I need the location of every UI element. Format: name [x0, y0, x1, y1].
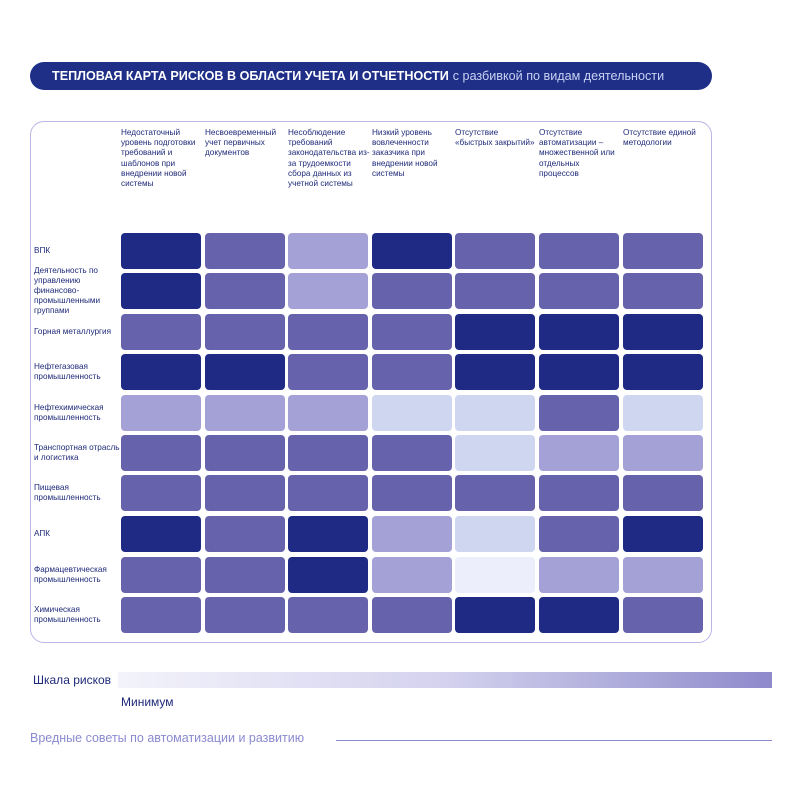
- heatmap-cell: [121, 395, 201, 431]
- heatmap-cell: [623, 435, 703, 471]
- heatmap-cell: [121, 597, 201, 633]
- heatmap-cell: [539, 314, 619, 350]
- chart-title: ТЕПЛОВАЯ КАРТА РИСКОВ В ОБЛАСТИ УЧЕТА И …: [52, 69, 449, 83]
- heatmap-cell: [121, 435, 201, 471]
- heatmap-cell: [372, 233, 452, 269]
- heatmap-cell: [121, 233, 201, 269]
- heatmap-cell: [205, 233, 285, 269]
- heatmap-cell: [539, 435, 619, 471]
- row-label: Транспортная отрасль и логистика: [34, 442, 120, 462]
- heatmap-cell: [288, 233, 368, 269]
- heatmap-cell: [623, 597, 703, 633]
- risk-scale-bar: [118, 672, 772, 688]
- heatmap-cell: [623, 395, 703, 431]
- heatmap-cell: [455, 557, 535, 593]
- heatmap-cell: [623, 516, 703, 552]
- heatmap-cell: [288, 395, 368, 431]
- row-label: Деятельность по управлению финансово-про…: [34, 266, 101, 316]
- row-label: Химическая промышленность: [34, 604, 101, 624]
- heatmap-cell: [288, 557, 368, 593]
- heatmap-cell: [623, 557, 703, 593]
- heatmap-cell: [539, 273, 619, 309]
- row-label: Фармацевтическая промышленность: [34, 564, 107, 584]
- heatmap-cell: [205, 354, 285, 390]
- chart-subtitle: с разбивкой по видам деятельности: [452, 69, 665, 83]
- heatmap-cell: [288, 516, 368, 552]
- column-header: Отсутствие автоматизации – множественной…: [539, 128, 615, 178]
- heatmap-cell: [372, 395, 452, 431]
- heatmap-cell: [455, 354, 535, 390]
- heatmap-cell: [288, 314, 368, 350]
- heatmap-cell: [623, 233, 703, 269]
- row-label: ВПК: [34, 245, 51, 255]
- column-header: Несоблюдение требований законодательства…: [288, 128, 370, 189]
- heatmap-cell: [121, 475, 201, 511]
- heatmap-cell: [121, 516, 201, 552]
- heatmap-cell: [623, 354, 703, 390]
- footer-divider: [336, 740, 772, 741]
- heatmap-cell: [372, 597, 452, 633]
- heatmap-cell: [372, 435, 452, 471]
- scale-min-label: Минимум: [121, 695, 174, 709]
- heatmap-cell: [539, 557, 619, 593]
- column-header: Низкий уровень вовлеченности заказчика п…: [372, 128, 438, 178]
- heatmap-cell: [455, 597, 535, 633]
- heatmap-cell: [539, 597, 619, 633]
- heatmap-cell: [455, 395, 535, 431]
- heatmap-cell: [288, 273, 368, 309]
- heatmap-cell: [372, 314, 452, 350]
- row-label: Нефтегазовая промышленность: [34, 361, 101, 381]
- column-header: Отсутствие «быстрых закрытий»: [455, 128, 535, 148]
- heatmap-cell: [121, 314, 201, 350]
- heatmap-cell: [288, 354, 368, 390]
- heatmap-cell: [372, 273, 452, 309]
- heatmap-cell: [372, 475, 452, 511]
- heatmap-cell: [455, 475, 535, 511]
- heatmap-cell: [205, 475, 285, 511]
- heatmap-cell: [288, 435, 368, 471]
- heatmap-cell: [372, 354, 452, 390]
- column-header: Отсутствие единой методологии: [623, 128, 696, 148]
- heatmap-cell: [205, 273, 285, 309]
- heatmap-cell: [539, 354, 619, 390]
- row-label: Пищевая промышленность: [34, 482, 101, 502]
- heatmap-cell: [205, 395, 285, 431]
- heatmap-cell: [205, 435, 285, 471]
- heatmap-cell: [288, 597, 368, 633]
- column-header: Несвоевременный учет первичных документо…: [205, 128, 277, 158]
- heatmap-cell: [372, 516, 452, 552]
- heatmap-cell: [455, 435, 535, 471]
- heatmap-cell: [623, 475, 703, 511]
- column-header: Недостаточный уровень подготовки требова…: [121, 128, 196, 189]
- heatmap-cell: [121, 354, 201, 390]
- heatmap-cell: [288, 475, 368, 511]
- heatmap-cell: [121, 273, 201, 309]
- heatmap-cell: [205, 597, 285, 633]
- heatmap-cell: [539, 233, 619, 269]
- heatmap-cell: [539, 516, 619, 552]
- heatmap-cell: [455, 273, 535, 309]
- heatmap-cell: [539, 475, 619, 511]
- heatmap-cell: [623, 314, 703, 350]
- row-label: Горная металлургия: [34, 326, 112, 336]
- heatmap-cell: [455, 233, 535, 269]
- row-label: Нефтехимическая промышленность: [34, 402, 104, 422]
- heatmap-cell: [455, 314, 535, 350]
- footer-text: Вредные советы по автоматизации и развит…: [30, 731, 305, 745]
- heatmap-cell: [539, 395, 619, 431]
- heatmap-cell: [623, 273, 703, 309]
- scale-label: Шкала рисков: [33, 673, 112, 687]
- heatmap-cell: [121, 557, 201, 593]
- row-label: АПК: [34, 528, 51, 538]
- heatmap-cell: [205, 314, 285, 350]
- heatmap-cell: [205, 516, 285, 552]
- heatmap-cell: [455, 516, 535, 552]
- title-bar: ТЕПЛОВАЯ КАРТА РИСКОВ В ОБЛАСТИ УЧЕТА И …: [30, 62, 712, 90]
- heatmap-cell: [372, 557, 452, 593]
- heatmap-cell: [205, 557, 285, 593]
